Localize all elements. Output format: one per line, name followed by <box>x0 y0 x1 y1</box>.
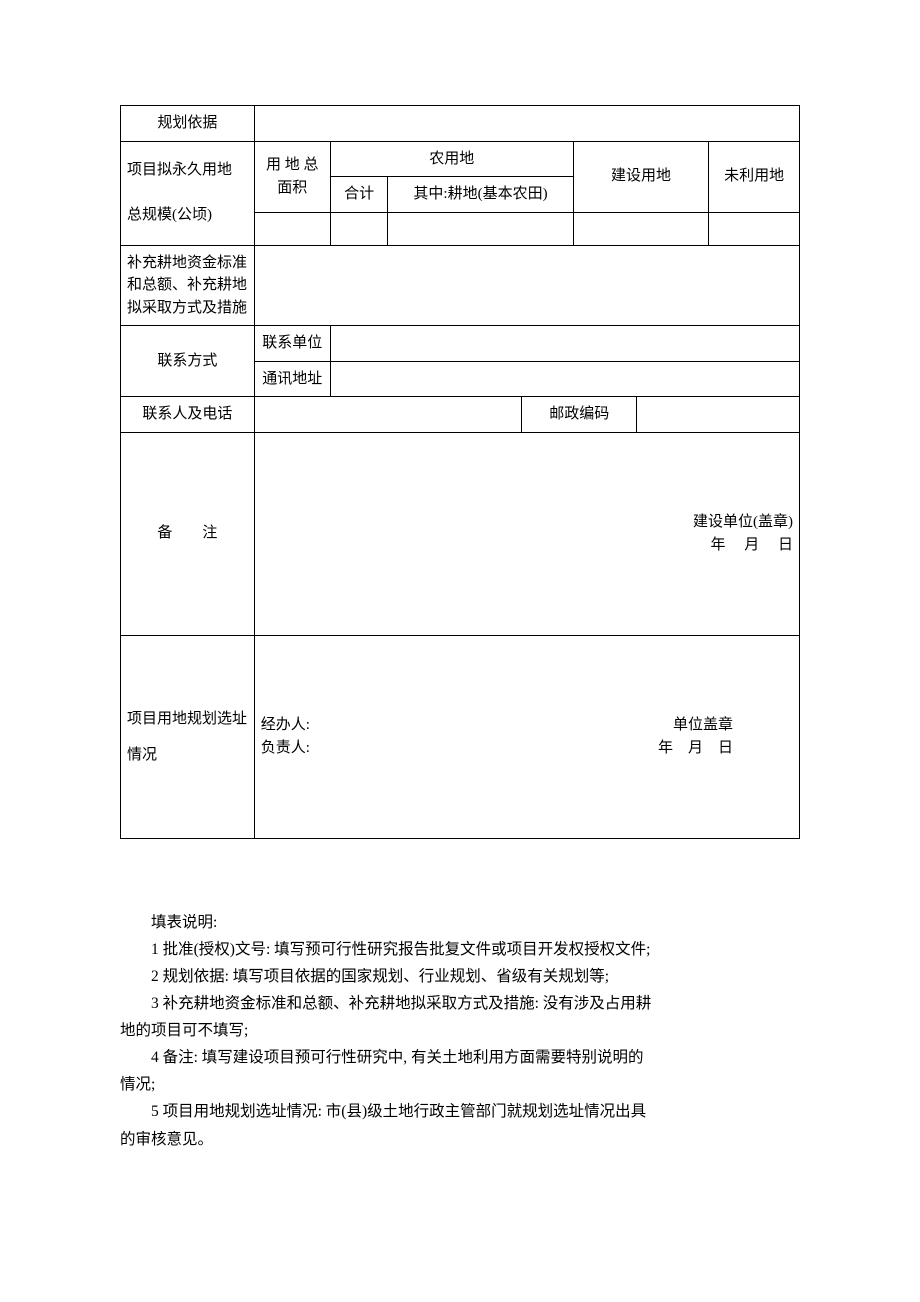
beizhu-sig-line2: 年 月 日 <box>710 537 793 553</box>
value-contact-unit <box>330 326 799 362</box>
value-postcode <box>637 397 800 433</box>
label-supplement: 补充耕地资金标准和总额、补充耕地拟采取方式及措施 <box>121 245 255 326</box>
note-4a: 4 备注: 填写建设项目预可行性研究中, 有关土地利用方面需要特别说明的 <box>120 1044 800 1071</box>
value-supplement <box>254 245 799 326</box>
label-agri-detail: 其中:耕地(基本农田) <box>388 177 573 213</box>
label-beizhu: 备注 <box>121 432 255 635</box>
label-agri: 农用地 <box>330 141 573 177</box>
label-postcode: 邮政编码 <box>522 397 637 433</box>
label-land-scale-line1: 项目拟永久用地 <box>127 162 232 178</box>
note-4b: 情况; <box>120 1071 800 1098</box>
label-contact-addr: 通讯地址 <box>254 361 330 397</box>
note-5a: 5 项目用地规划选址情况: 市(县)级土地行政主管部门就规划选址情况出具 <box>120 1098 800 1125</box>
label-land-total: 用 地 总面积 <box>254 141 330 212</box>
label-land-scale: 项目拟永久用地 总规模(公顷) <box>121 141 255 245</box>
value-beizhu: 建设单位(盖章) 年 月 日 <box>254 432 799 635</box>
note-2: 2 规划依据: 填写项目依据的国家规划、行业规划、省级有关规划等; <box>120 963 800 990</box>
value-contact-addr <box>330 361 799 397</box>
note-1: 1 批准(授权)文号: 填写预可行性研究报告批复文件或项目开发权授权文件; <box>120 936 800 963</box>
instructions: 填表说明: 1 批准(授权)文号: 填写预可行性研究报告批复文件或项目开发权授权… <box>120 909 800 1153</box>
label-beizhu-text: 备注 <box>127 525 247 541</box>
note-3b: 地的项目可不填写; <box>120 1017 800 1044</box>
plan-responsible: 负责人: <box>261 737 310 760</box>
label-contact-person: 联系人及电话 <box>121 397 255 433</box>
label-contact: 联系方式 <box>121 326 255 397</box>
plan-handler: 经办人: <box>261 714 310 737</box>
value-unused <box>709 212 800 245</box>
value-planning-basis <box>254 106 799 142</box>
label-plan-site: 项目用地规划选址情况 <box>121 635 255 838</box>
value-contact-person <box>254 397 521 433</box>
form-table: 规划依据 项目拟永久用地 总规模(公顷) 用 地 总面积 农用地 建设用地 未利… <box>120 105 800 839</box>
label-land-scale-line2: 总规模(公顷) <box>127 207 212 223</box>
value-land-total <box>254 212 330 245</box>
plan-date: 年 月 日 <box>658 737 793 760</box>
value-agri-sum <box>330 212 388 245</box>
label-unused: 未利用地 <box>709 141 800 212</box>
value-plan-site: 经办人: 单位盖章 负责人: 年 月 日 <box>254 635 799 838</box>
plan-seal: 单位盖章 <box>673 714 793 737</box>
label-contact-unit: 联系单位 <box>254 326 330 362</box>
note-3a: 3 补充耕地资金标准和总额、补充耕地拟采取方式及措施: 没有涉及占用耕 <box>120 990 800 1017</box>
label-planning-basis: 规划依据 <box>121 106 255 142</box>
value-agri-detail <box>388 212 573 245</box>
page: 规划依据 项目拟永久用地 总规模(公顷) 用 地 总面积 农用地 建设用地 未利… <box>0 0 920 1213</box>
notes-heading: 填表说明: <box>120 909 800 936</box>
beizhu-sig-line1: 建设单位(盖章) <box>693 514 793 530</box>
note-5b: 的审核意见。 <box>120 1126 800 1153</box>
value-construct <box>573 212 709 245</box>
label-construct: 建设用地 <box>573 141 709 212</box>
label-agri-sum: 合计 <box>330 177 388 213</box>
